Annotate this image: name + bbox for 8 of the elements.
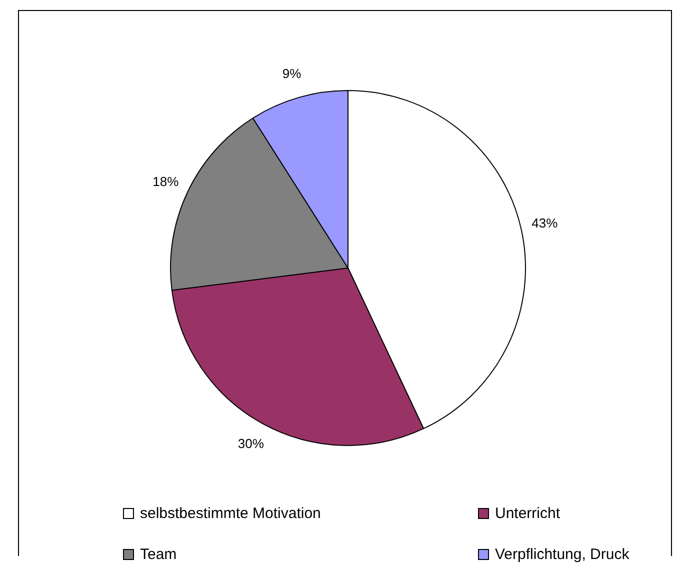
legend-label: Verpflichtung, Druck bbox=[495, 546, 630, 563]
legend-label: Unterricht bbox=[495, 505, 560, 522]
legend-label: selbstbestimmte Motivation bbox=[140, 505, 321, 522]
legend-label: Team bbox=[140, 546, 177, 563]
data-label: 43% bbox=[532, 216, 558, 231]
data-label: 18% bbox=[152, 174, 180, 189]
data-label: 9% bbox=[282, 66, 302, 82]
data-label: 30% bbox=[238, 436, 264, 452]
